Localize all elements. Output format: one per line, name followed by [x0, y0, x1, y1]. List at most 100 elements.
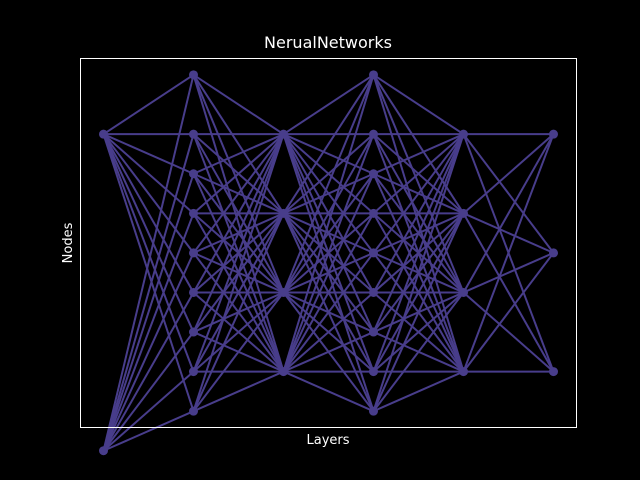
edge-l1n7-l2n0	[192, 133, 285, 372]
edge-l1n6-l2n0	[192, 133, 285, 333]
edge-l3n5-l4n0	[372, 133, 465, 293]
edge-l1n0-l2n0	[192, 73, 285, 136]
edge-l1n7-l2n1	[192, 212, 285, 373]
edge-l2n3-l3n8	[283, 370, 374, 413]
node-group	[99, 70, 558, 456]
edge-l1n2-l2n0	[193, 133, 284, 175]
edge-l0n0-l1n6	[102, 133, 195, 333]
node-layer3-8	[369, 406, 378, 416]
edge-l3n0-l4n1	[372, 74, 465, 214]
node-layer5-1	[549, 248, 558, 258]
node-layer1-3	[189, 208, 198, 218]
edge-l0n1-l1n5	[102, 291, 195, 452]
node-layer3-5	[369, 287, 378, 297]
node-layer4-2	[459, 287, 468, 297]
plot-frame	[80, 58, 577, 428]
edge-l3n8-l4n0	[372, 133, 465, 412]
edge-l1n8-l2n2	[192, 291, 285, 412]
edge-l2n3-l3n6	[283, 331, 374, 373]
edge-l3n4-l4n0	[372, 133, 465, 254]
edge-l3n0-l4n3	[372, 74, 465, 372]
node-layer1-2	[189, 169, 198, 179]
edge-l0n0-l1n8	[102, 133, 195, 412]
edge-l4n0-l5n1	[462, 133, 555, 254]
edge-l2n1-l3n2	[283, 172, 374, 215]
node-layer3-0	[369, 70, 378, 80]
edge-l0n0-l1n7	[102, 133, 195, 372]
y-axis-label: Nodes	[61, 222, 76, 263]
edge-l0n1-l1n6	[102, 331, 195, 452]
node-layer3-7	[369, 367, 378, 377]
node-layer2-1	[279, 208, 288, 218]
edge-l0n1-l1n3	[102, 212, 195, 452]
edge-l3n7-l4n2	[372, 291, 465, 373]
node-layer1-7	[189, 367, 198, 377]
node-layer5-2	[549, 367, 558, 377]
edge-l1n4-l2n0	[192, 133, 285, 254]
edge-l0n0-l1n5	[102, 133, 195, 293]
node-layer1-5	[189, 287, 198, 297]
chart-title: NerualNetworks	[264, 33, 392, 52]
node-layer1-0	[189, 70, 198, 80]
edge-l1n3-l2n0	[192, 133, 285, 215]
edge-l2n3-l3n4	[282, 252, 375, 373]
edge-l2n3-l3n1	[282, 133, 375, 372]
edge-l3n8-l4n1	[372, 212, 465, 412]
node-layer3-2	[369, 169, 378, 179]
node-layer4-0	[459, 129, 468, 139]
node-layer2-0	[279, 129, 288, 139]
edge-l3n3-l4n0	[372, 133, 465, 215]
node-layer0-1	[99, 446, 108, 456]
edge-l0n1-l1n0	[102, 74, 195, 451]
edge-l1n7-l2n2	[192, 291, 285, 373]
edge-l3n0-l4n2	[372, 74, 465, 293]
edge-l3n7-l4n0	[372, 133, 465, 372]
node-layer2-2	[279, 287, 288, 297]
edge-l2n1-l3n1	[282, 133, 375, 215]
edge-l4n1-l5n1	[463, 212, 554, 254]
node-layer3-3	[369, 208, 378, 218]
edge-l2n3-l3n3	[282, 212, 375, 373]
edge-l1n0-l2n3	[192, 74, 285, 372]
edge-l2n2-l3n1	[282, 133, 375, 293]
edge-l1n0-l2n1	[192, 74, 285, 214]
edge-l1n8-l2n1	[192, 212, 285, 412]
edge-l0n1-l1n2	[102, 173, 195, 452]
edge-l0n0-l1n0	[102, 73, 195, 136]
node-layer4-3	[459, 367, 468, 377]
edge-l3n8-l4n3	[373, 370, 464, 413]
edge-l1n5-l2n0	[192, 133, 285, 293]
node-layer1-6	[189, 327, 198, 337]
edge-l0n1-l1n4	[102, 252, 195, 452]
edge-l2n2-l3n0	[282, 74, 375, 293]
node-layer1-1	[189, 129, 198, 139]
edge-group	[102, 73, 555, 452]
edge-l1n8-l2n0	[192, 133, 285, 412]
edge-l2n2-l3n2	[282, 173, 375, 294]
edge-l2n3-l3n0	[282, 74, 375, 372]
edge-l0n0-l1n3	[102, 133, 195, 215]
node-layer5-0	[549, 129, 558, 139]
edge-l4n2-l5n0	[462, 133, 555, 293]
edge-l4n1-l5n2	[462, 212, 555, 373]
node-layer4-1	[459, 208, 468, 218]
node-layer0-0	[99, 129, 108, 139]
edge-l1n0-l2n2	[192, 74, 285, 293]
edge-l4n2-l5n1	[463, 251, 554, 294]
node-layer2-3	[279, 367, 288, 377]
edge-l3n8-l4n2	[372, 291, 465, 412]
node-layer3-1	[369, 129, 378, 139]
edge-l3n7-l4n1	[372, 212, 465, 373]
edge-l1n8-l2n3	[193, 370, 284, 413]
x-axis-label: Layers	[306, 433, 349, 448]
edge-l0n1-l1n7	[102, 370, 195, 452]
edge-l2n3-l3n2	[282, 173, 375, 373]
node-layer3-4	[369, 248, 378, 258]
node-layer1-4	[189, 248, 198, 258]
edge-l2n3-l3n5	[282, 291, 375, 373]
node-layer3-6	[369, 327, 378, 337]
edge-l2n0-l3n0	[282, 73, 375, 136]
edge-l3n0-l4n0	[372, 73, 465, 136]
